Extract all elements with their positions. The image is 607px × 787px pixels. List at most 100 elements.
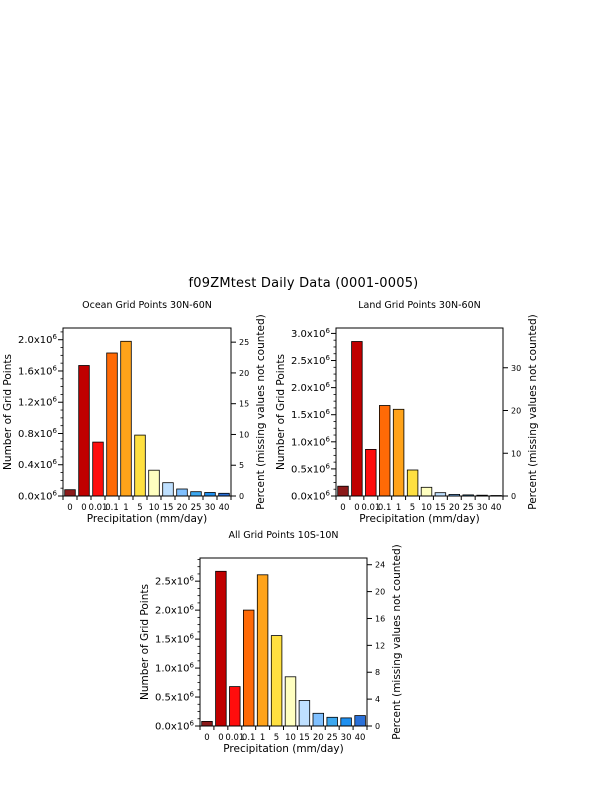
tropics-ylabel-right: Percent (missing values not counted) — [391, 544, 403, 739]
tropics-subtitle: All Grid Points 10S-10N — [228, 530, 338, 541]
ocean-xtick-label-5: 5 — [137, 503, 142, 513]
land-xtick-label-3: 0.1 — [378, 503, 392, 513]
land-rtick-label-3: 30 — [511, 364, 521, 373]
tropics-xtick-label-10: 30 — [341, 733, 352, 743]
ocean-xtick-label-7: 15 — [163, 503, 174, 513]
tropics-bar-2 — [229, 686, 241, 727]
tropics-ytick-label-1: 0.5x106 — [155, 691, 195, 704]
land-xtick-label-4: 1 — [396, 503, 401, 513]
land-rtick-label-2: 20 — [511, 407, 521, 416]
ocean-xtick-label-8: 20 — [177, 503, 188, 513]
land-xtick-label-2: 0.01 — [361, 503, 380, 513]
land-ytick-label-6: 3.0x106 — [291, 327, 331, 340]
land-xtick-label-5: 5 — [410, 503, 415, 513]
tropics-bar-8 — [312, 712, 325, 727]
land-xtick-label-1: 0 — [354, 503, 359, 513]
land-ytick-label-0: 0.0x106 — [291, 490, 331, 503]
ocean-xtick-label-0: 0 — [67, 503, 72, 513]
land-xtick-label-6: 10 — [421, 503, 432, 513]
land-rtick-label-1: 10 — [511, 449, 521, 458]
tropics-xtick-label-2: 0.01 — [225, 733, 244, 743]
land-ytick-label-2: 1.0x106 — [291, 435, 331, 448]
tropics-rtick-label-5: 20 — [375, 588, 385, 597]
land-xtick-label-0: 0 — [340, 503, 345, 513]
ocean-xtick-label-1: 0 — [81, 503, 86, 513]
tropics-rtick-label-6: 24 — [375, 561, 385, 570]
land-bar-6 — [420, 486, 433, 497]
ocean-xtick-label-6: 10 — [149, 503, 160, 513]
ocean-xtick-label-3: 0.1 — [105, 503, 119, 513]
tropics-xtick-label-0: 0 — [204, 733, 209, 743]
land-xtick-label-8: 20 — [449, 503, 460, 513]
ocean-rtick-label-0: 0 — [239, 492, 244, 501]
ocean-rtick-label-4: 20 — [239, 369, 249, 378]
ocean-ylabel-right: Percent (missing values not counted) — [255, 314, 267, 509]
land-bar-4 — [392, 408, 405, 497]
tropics-xtick-label-6: 10 — [285, 733, 296, 743]
tropics-rtick-label-3: 12 — [375, 641, 385, 650]
ocean-ytick-label-0: 0.0x106 — [18, 490, 58, 503]
tropics-bar-0 — [201, 720, 213, 727]
ocean-rtick-label-1: 5 — [239, 461, 244, 470]
ocean-xtick-label-11: 40 — [219, 503, 230, 513]
tropics-rtick-label-2: 8 — [375, 668, 380, 677]
tropics-bar-4 — [256, 574, 269, 727]
ocean-ylabel: Number of Grid Points — [2, 354, 14, 470]
ocean-xtick-label-2: 0.01 — [89, 503, 108, 513]
ocean-xtick-label-4: 1 — [123, 503, 128, 513]
land-panel: Land Grid Points 30N-60N 0.0x106 0.5x106 1.… — [275, 300, 539, 525]
tropics-bar-6 — [284, 676, 297, 727]
ocean-xtick-label-9: 25 — [191, 503, 202, 513]
tropics-xtick-label-1: 0 — [218, 733, 223, 743]
land-xtick-label-10: 30 — [477, 503, 488, 513]
tropics-xtick-label-3: 0.1 — [242, 733, 256, 743]
land-xlabel: Precipitation (mm/day) — [359, 513, 479, 525]
tropics-xlabel: Precipitation (mm/day) — [223, 743, 343, 755]
land-ytick-label-3: 1.5x106 — [291, 408, 331, 421]
tropics-rtick-label-4: 16 — [375, 614, 385, 623]
tropics-xtick-label-9: 25 — [327, 733, 338, 743]
land-xtick-label-11: 40 — [491, 503, 502, 513]
tropics-bar-5 — [270, 635, 283, 727]
land-bar-3 — [378, 405, 391, 497]
land-ytick-label-4: 2.0x106 — [291, 381, 331, 394]
ocean-ytick-label-3: 1.2x106 — [18, 396, 58, 409]
tropics-bar-7 — [298, 700, 311, 727]
tropics-xtick-label-7: 15 — [299, 733, 310, 743]
land-ylabel-right: Percent (missing values not counted) — [527, 314, 539, 509]
tropics-ytick-label-4: 2.0x106 — [155, 604, 195, 617]
tropics-bar-1 — [215, 570, 227, 727]
ocean-ytick-label-1: 0.4x106 — [18, 458, 58, 471]
tropics-rtick-label-0: 0 — [375, 722, 380, 731]
land-ytick-label-1: 0.5x106 — [291, 462, 331, 475]
tropics-xtick-label-5: 5 — [274, 733, 279, 743]
land-bar-1 — [351, 341, 363, 497]
tropics-bar-11 — [354, 715, 366, 727]
tropics-rtick-label-1: 4 — [375, 695, 380, 704]
tropics-bar-9 — [326, 716, 338, 727]
tropics-bar-3 — [242, 609, 255, 727]
tropics-xtick-label-4: 1 — [260, 733, 265, 743]
tropics-panel: All Grid Points 10S-10N 0.0x106 0.5x106 1.0… — [139, 530, 403, 755]
land-xtick-label-7: 15 — [435, 503, 446, 513]
land-ytick-label-5: 2.5x106 — [291, 354, 331, 367]
tropics-ytick-label-3: 1.5x106 — [155, 633, 195, 646]
land-bar-5 — [406, 469, 419, 497]
land-xtick-label-9: 25 — [463, 503, 474, 513]
land-rtick-label-0: 0 — [511, 492, 516, 501]
tropics-xtick-label-11: 40 — [355, 733, 366, 743]
tropics-xtick-label-8: 20 — [313, 733, 324, 743]
tropics-ytick-label-2: 1.0x106 — [155, 662, 195, 675]
tropics-ytick-label-0: 0.0x106 — [155, 720, 195, 733]
ocean-subtitle: Ocean Grid Points 30N-60N — [82, 300, 212, 311]
ocean-ytick-label-4: 1.6x106 — [18, 364, 58, 377]
ocean-rtick-label-5: 25 — [239, 338, 249, 347]
land-bar-0 — [337, 485, 349, 497]
land-bar-2 — [365, 448, 377, 497]
ocean-rtick-label-2: 10 — [239, 430, 249, 439]
land-ylabel: Number of Grid Points — [275, 354, 287, 470]
ocean-ytick-label-2: 0.8x106 — [18, 427, 58, 440]
ocean-rtick-label-3: 15 — [239, 400, 249, 409]
figure-title: f09ZMtest Daily Data (0001-0005) — [188, 276, 419, 291]
tropics-ytick-label-5: 2.5x106 — [155, 575, 195, 588]
